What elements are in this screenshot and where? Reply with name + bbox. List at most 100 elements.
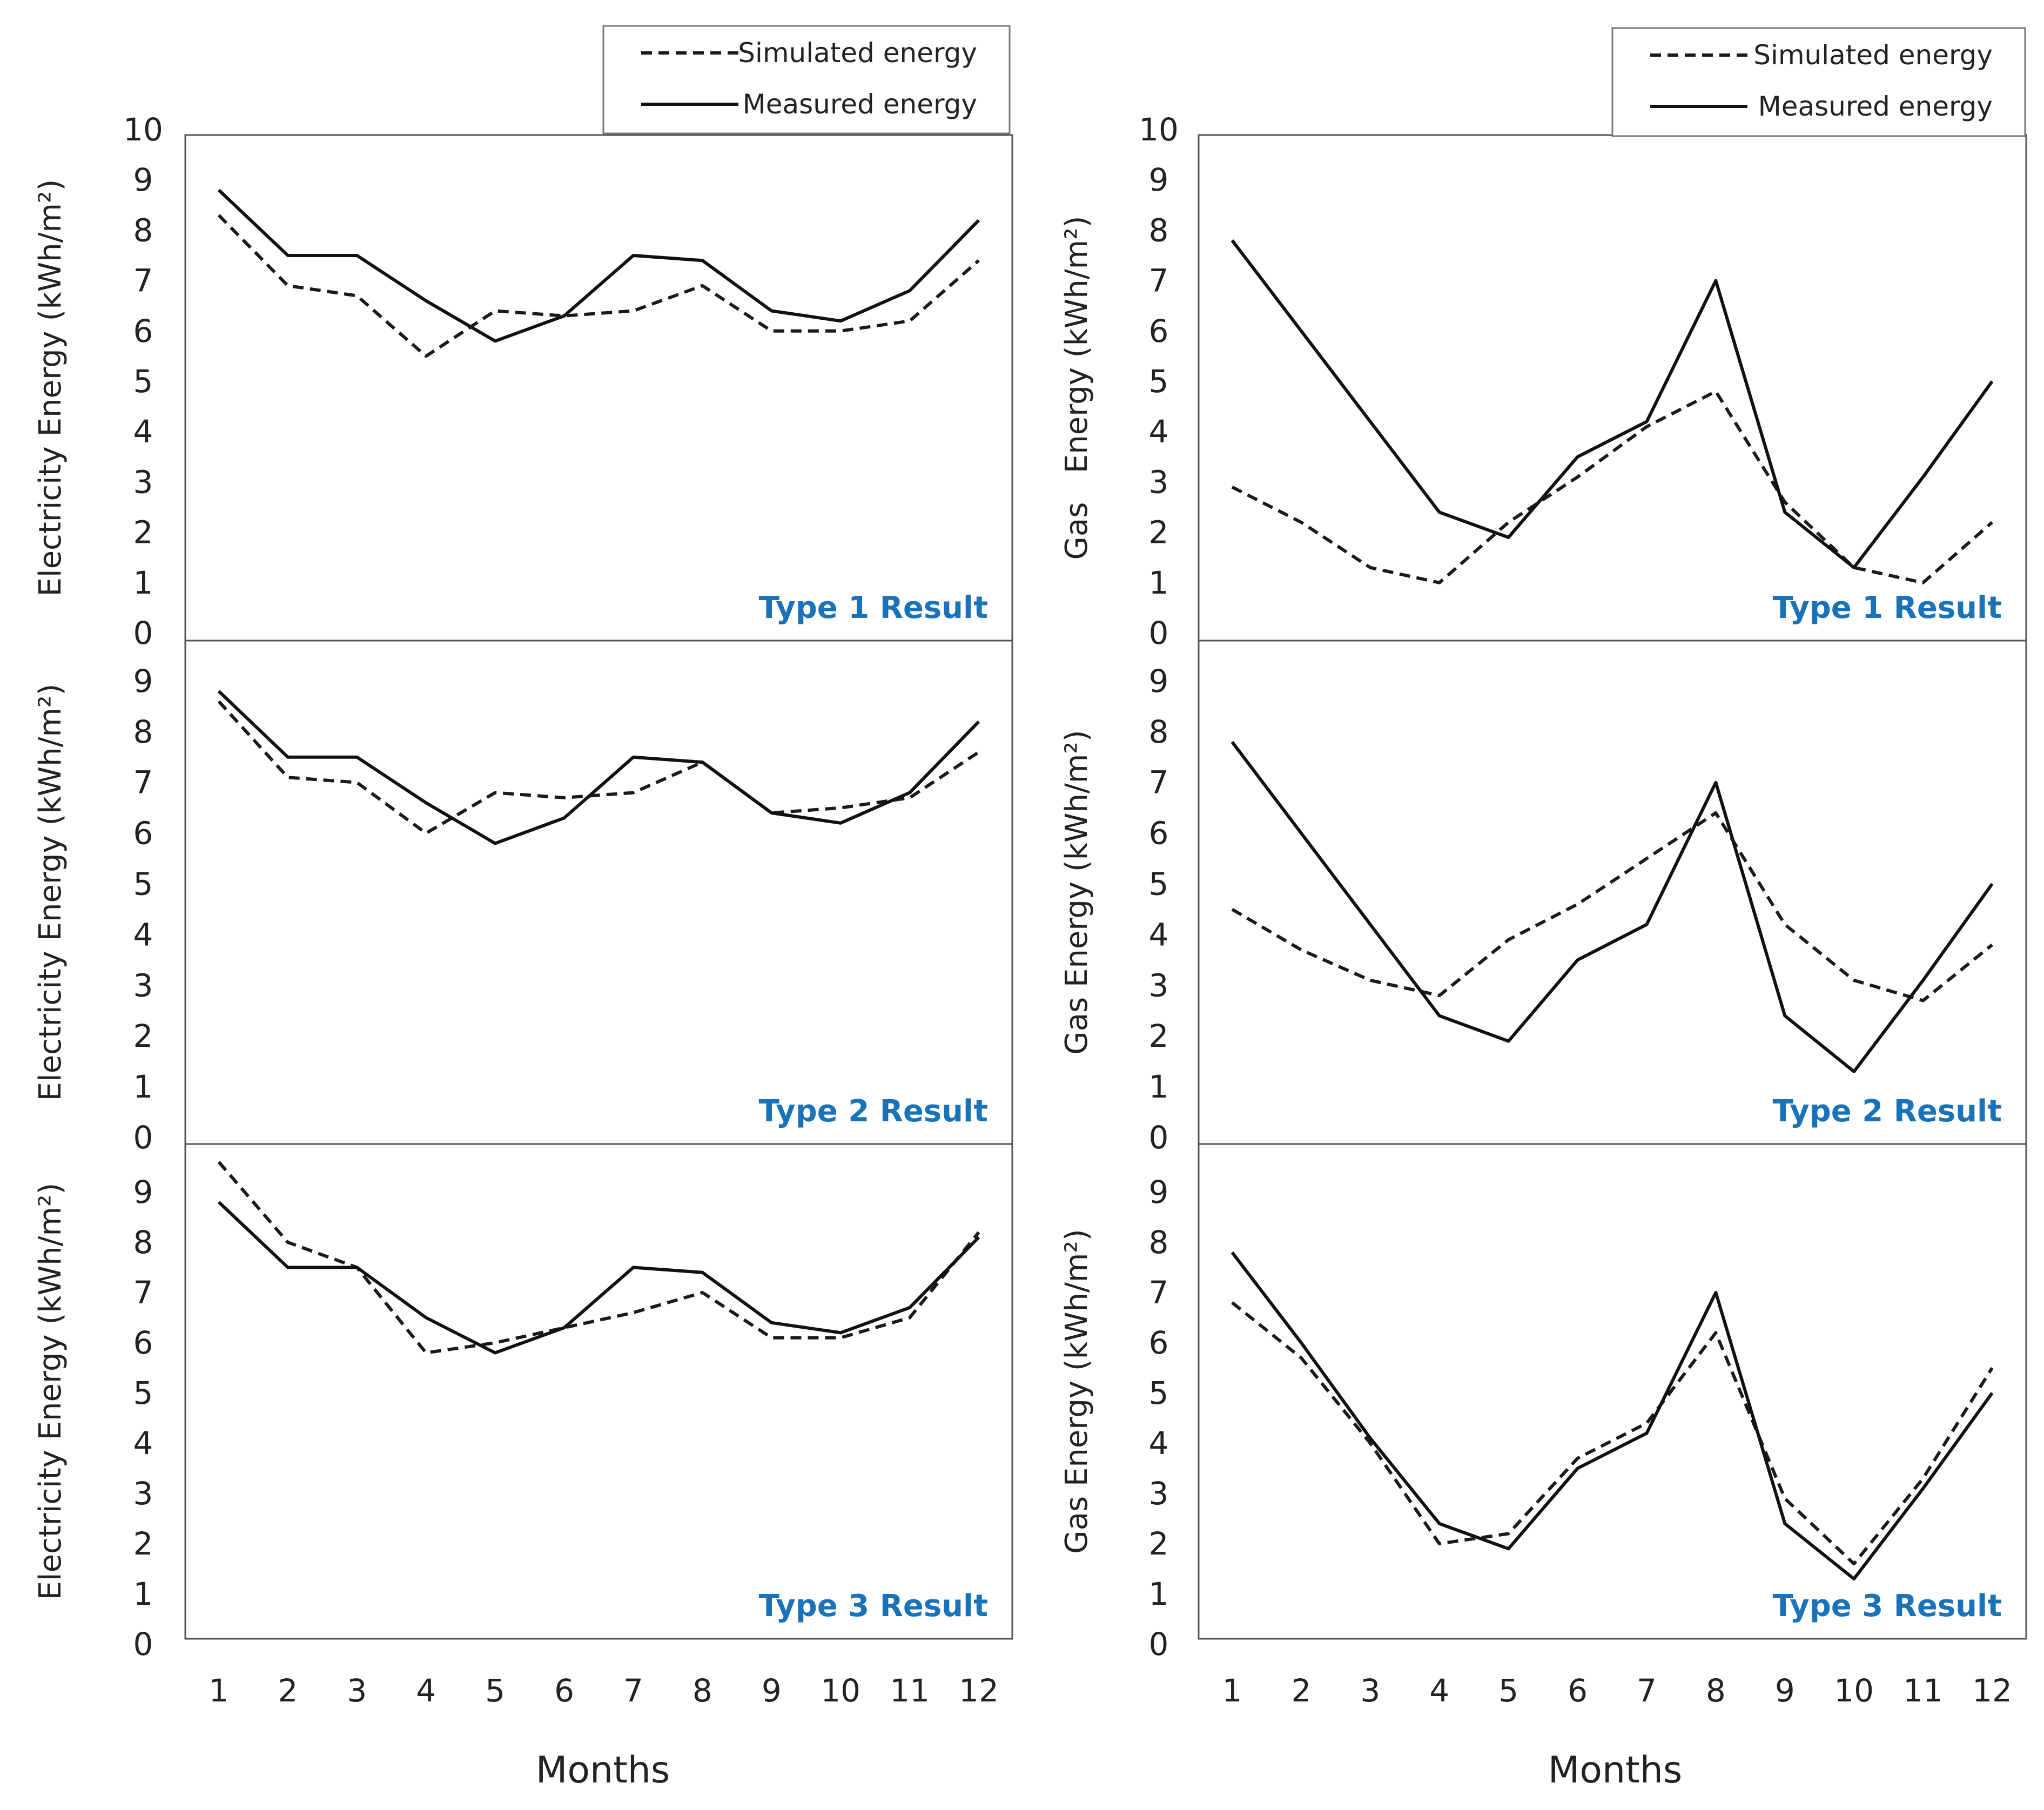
y-tick-label: 4 — [1149, 916, 1169, 953]
y-axis-label: Electricity Energy (kWh/m²) — [33, 1183, 68, 1600]
y-tick-label: 8 — [1149, 714, 1169, 750]
y-tick-label: 7 — [133, 263, 153, 299]
y-tick-label: 9 — [133, 663, 153, 699]
legend-measured-label: Measured energy — [1758, 91, 1993, 122]
plot-frame — [184, 640, 1013, 1145]
type-result-badge: Type 3 Result — [759, 1589, 988, 1624]
y-tick-label: 3 — [1149, 1475, 1169, 1512]
x-tick-label: 1 — [1222, 1672, 1242, 1709]
type-result-badge: Type 1 Result — [759, 590, 988, 625]
type-result-badge: Type 2 Result — [759, 1094, 988, 1129]
y-tick-label: 6 — [1149, 815, 1169, 852]
simulated-energy-line — [1231, 389, 1993, 584]
chart-left-type2: 0 1 2 3 4 5 6 7 8 9 Electricity Energy (kWh/m²) Typ… — [33, 640, 1013, 1156]
y-tick-label: 0 — [133, 1119, 153, 1156]
x-tick-label: 6 — [1568, 1672, 1588, 1709]
x-tick-label: 7 — [623, 1672, 643, 1709]
y-tick-label: 9 — [1149, 1174, 1169, 1210]
x-axis-label: Months — [1548, 1749, 1683, 1792]
y-tick-label: 0 — [1149, 1119, 1169, 1156]
x-tick-label: 10 — [1834, 1672, 1874, 1709]
y-tick-label: 1 — [133, 1576, 153, 1612]
measured-energy-line — [1231, 741, 1994, 1073]
type-result-badge: Type 2 Result — [1773, 1094, 2002, 1129]
y-tick-label: 3 — [1149, 967, 1169, 1004]
y-tick-label: 2 — [1149, 1018, 1169, 1054]
x-axis-label: Months — [536, 1749, 670, 1792]
measured-energy-line — [1231, 1251, 1994, 1581]
x-tick-label: 2 — [1291, 1672, 1311, 1709]
x-tick-label: 2 — [278, 1672, 298, 1709]
plot-frame — [1198, 134, 2027, 642]
y-tick-label: 1 — [1149, 1068, 1169, 1105]
plot-frame — [1198, 640, 2027, 1145]
y-tick-label: 3 — [133, 463, 153, 500]
x-tick-label: 8 — [692, 1672, 712, 1709]
y-tick-label: 7 — [1149, 263, 1169, 299]
y-tick-label: 8 — [133, 212, 153, 248]
plot-frame — [1198, 1143, 2027, 1640]
simulated-energy-line — [217, 1161, 980, 1355]
y-tick-label: 2 — [1149, 1525, 1169, 1562]
x-tick-label: 12 — [959, 1672, 999, 1709]
y-tick-label: 6 — [1149, 1324, 1169, 1361]
y-tick-label: 9 — [1149, 162, 1169, 198]
y-tick-label: 10 — [1139, 111, 1179, 148]
plot-frame — [184, 134, 1013, 642]
x-tick-label: 9 — [762, 1672, 782, 1709]
y-tick-label: 7 — [133, 764, 153, 801]
x-tick-label: 11 — [890, 1672, 930, 1709]
simulated-energy-line — [217, 214, 980, 358]
x-tick-label: 3 — [347, 1672, 367, 1709]
y-tick-label: 4 — [1149, 413, 1169, 450]
y-tick-label: 4 — [1149, 1425, 1169, 1462]
y-tick-label: 8 — [1149, 212, 1169, 248]
y-axis-label: Electricity Energy (kWh/m²) — [33, 684, 68, 1101]
y-tick-label: 2 — [133, 514, 153, 551]
x-tick-label: 9 — [1775, 1672, 1795, 1709]
y-tick-label: 8 — [133, 1224, 153, 1261]
y-tick-label: 5 — [133, 866, 153, 903]
legend-simulated-label: Simulated energy — [738, 37, 977, 69]
y-tick-label: 6 — [1149, 313, 1169, 349]
y-tick-label: 7 — [1149, 764, 1169, 801]
y-tick-label: 2 — [133, 1018, 153, 1054]
y-tick-label: 9 — [1149, 663, 1169, 699]
y-tick-label: 3 — [1149, 463, 1169, 500]
x-tick-label: 1 — [209, 1672, 229, 1709]
y-tick-label: 5 — [133, 1375, 153, 1411]
y-tick-label: 5 — [1149, 1375, 1169, 1411]
x-tick-label: 12 — [1972, 1672, 2012, 1709]
y-tick-label: 6 — [133, 313, 153, 349]
y-tick-label: 8 — [1149, 1224, 1169, 1261]
y-tick-label: 8 — [133, 714, 153, 750]
x-tick-label: 11 — [1903, 1672, 1943, 1709]
x-tick-label: 4 — [416, 1672, 436, 1709]
y-axis-label: Gas Energy (kWh/m²) — [1059, 730, 1094, 1054]
y-tick-label: 1 — [133, 564, 153, 601]
y-tick-label: 5 — [1149, 866, 1169, 903]
y-tick-label: 1 — [1149, 1576, 1169, 1612]
y-tick-label: 0 — [133, 1626, 153, 1663]
y-axis-label: Electricity Energy (kWh/m²) — [33, 179, 68, 597]
y-tick-label: 7 — [133, 1274, 153, 1311]
chart-right-type2: 0 1 2 3 4 5 6 7 8 9 Gas Energy (kWh/m²) Type 2 Resu… — [1059, 640, 2027, 1156]
y-tick-label: 6 — [133, 815, 153, 852]
y-tick-label: 5 — [133, 363, 153, 400]
measured-energy-line — [217, 1201, 980, 1355]
y-tick-label: 9 — [133, 162, 153, 198]
y-tick-label: 1 — [1149, 564, 1169, 601]
y-tick-label: 4 — [133, 413, 153, 450]
legend-box — [1611, 27, 2026, 137]
x-tick-label: 4 — [1429, 1672, 1449, 1709]
x-tick-label: 8 — [1706, 1672, 1726, 1709]
y-tick-label: 5 — [1149, 363, 1169, 400]
x-tick-label: 3 — [1360, 1672, 1380, 1709]
simulated-energy-line — [1231, 1301, 1994, 1566]
y-tick-label: 10 — [123, 111, 163, 148]
